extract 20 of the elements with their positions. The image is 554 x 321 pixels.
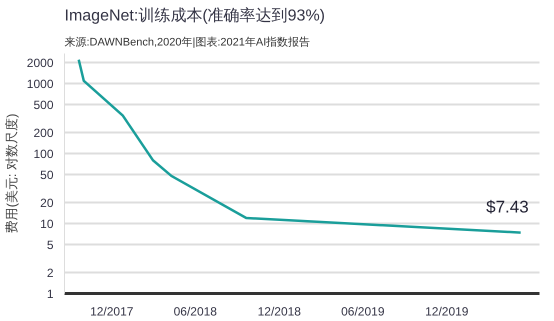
y-tick-label: 100 xyxy=(33,147,54,162)
y-tick-label: 200 xyxy=(33,126,54,140)
y-tick-label: 2000 xyxy=(26,56,54,70)
chart-subtitle: 来源:DAWNBench,2020年|图表:2021年AI指数报告 xyxy=(64,36,310,48)
y-tick-label: 20 xyxy=(40,196,54,210)
x-tick-label: 12/2018 xyxy=(258,304,302,318)
y-tick-label: 2 xyxy=(46,266,54,280)
y-tick-label: 5 xyxy=(46,238,54,252)
y-tick-label: 500 xyxy=(33,98,54,112)
x-tick-label: 12/2017 xyxy=(90,304,134,318)
annotation: $7.43 xyxy=(486,198,529,217)
y-axis-title: 费用(美元: 对数尺度) xyxy=(4,114,19,234)
x-tick-label: 06/2018 xyxy=(174,304,218,318)
x-tick-label: 12/2019 xyxy=(425,304,469,318)
y-tick-label: 1 xyxy=(46,287,54,301)
y-tick-label: 50 xyxy=(40,168,54,182)
x-tick-label: 06/2019 xyxy=(341,304,385,318)
y-tick-label: 1000 xyxy=(26,77,54,92)
y-tick-label: 10 xyxy=(40,217,54,232)
chart-title: ImageNet:训练成本(准确率达到93%) xyxy=(64,6,325,24)
